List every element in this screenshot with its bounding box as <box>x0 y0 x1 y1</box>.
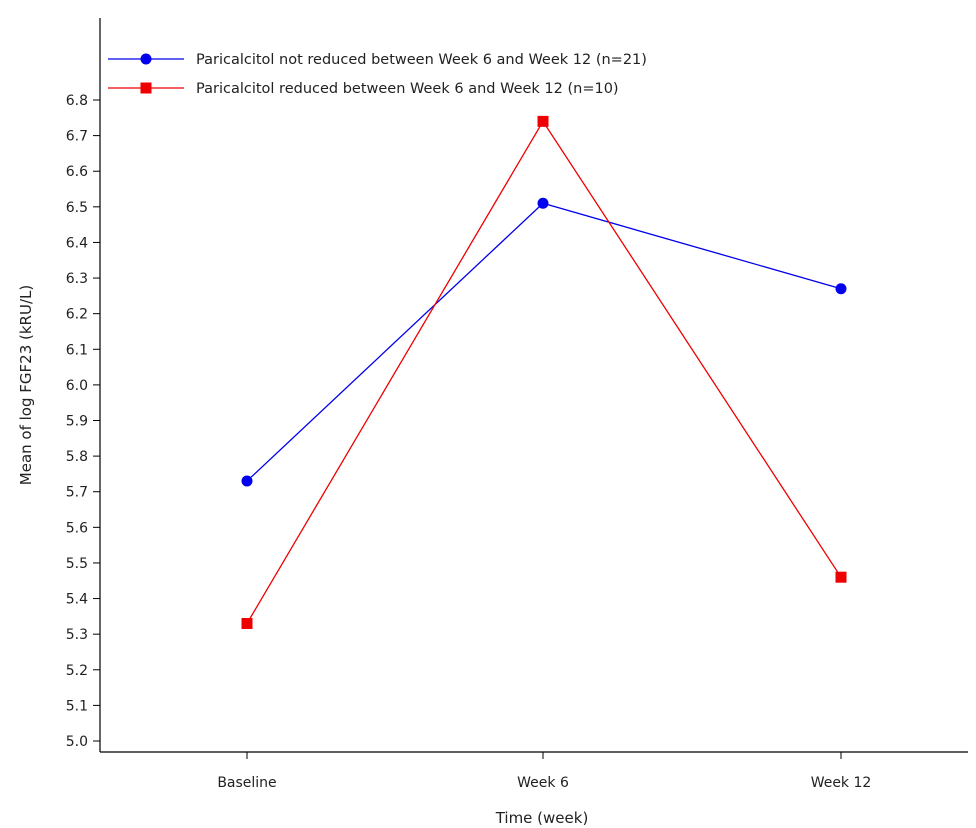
y-tick-label: 6.0 <box>66 378 88 394</box>
y-tick-label: 5.4 <box>66 592 88 608</box>
y-tick-label: 6.1 <box>66 342 88 358</box>
y-tick-label: 5.2 <box>66 663 88 679</box>
y-tick-label: 6.2 <box>66 307 88 323</box>
x-axis-ticks: Baseline Week 6 Week 12 <box>217 752 871 791</box>
y-tick-label: 5.5 <box>66 556 88 572</box>
y-tick-label: 6.6 <box>66 164 88 180</box>
y-tick-label: 6.7 <box>66 129 88 145</box>
x-tick-label: Week 6 <box>517 775 569 791</box>
y-tick-label: 5.0 <box>66 734 88 750</box>
legend-marker-series-1 <box>140 53 152 65</box>
legend: Paricalcitol not reduced between Week 6 … <box>108 52 647 97</box>
x-tick-label: Week 12 <box>811 775 872 791</box>
y-tick-label: 5.1 <box>66 698 88 714</box>
series-2-point <box>835 571 847 583</box>
y-tick-label: 6.4 <box>66 235 88 251</box>
series-2-point <box>537 115 549 127</box>
y-tick-label: 5.8 <box>66 449 88 465</box>
x-axis-title: Time (week) <box>495 809 589 827</box>
series-1-line <box>246 202 842 482</box>
legend-marker-series-2 <box>140 82 152 94</box>
y-tick-label: 6.5 <box>66 200 88 216</box>
series-1-point <box>835 283 847 295</box>
y-tick-label: 5.7 <box>66 485 88 501</box>
y-tick-label: 5.9 <box>66 414 88 430</box>
x-tick-label: Baseline <box>217 775 276 791</box>
series-1-point <box>537 197 549 209</box>
legend-label-series-2: Paricalcitol reduced between Week 6 and … <box>196 81 619 97</box>
series-2-point <box>241 617 253 629</box>
y-axis-title: Mean of log FGF23 (kRU/L) <box>17 285 35 485</box>
y-tick-label: 5.6 <box>66 520 88 536</box>
series-layer <box>241 115 847 629</box>
y-tick-label: 6.8 <box>66 93 88 109</box>
y-axis-ticks: 5.0 5.1 5.2 5.3 5.4 5.5 5.6 5.7 5.8 5.9 6.0 6.1 6.2 6… <box>66 93 100 750</box>
series-1-point <box>241 475 253 487</box>
legend-label-series-1: Paricalcitol not reduced between Week 6 … <box>196 52 647 68</box>
y-tick-label: 6.3 <box>66 271 88 287</box>
series-2-line <box>246 120 842 624</box>
y-tick-label: 5.3 <box>66 627 88 643</box>
